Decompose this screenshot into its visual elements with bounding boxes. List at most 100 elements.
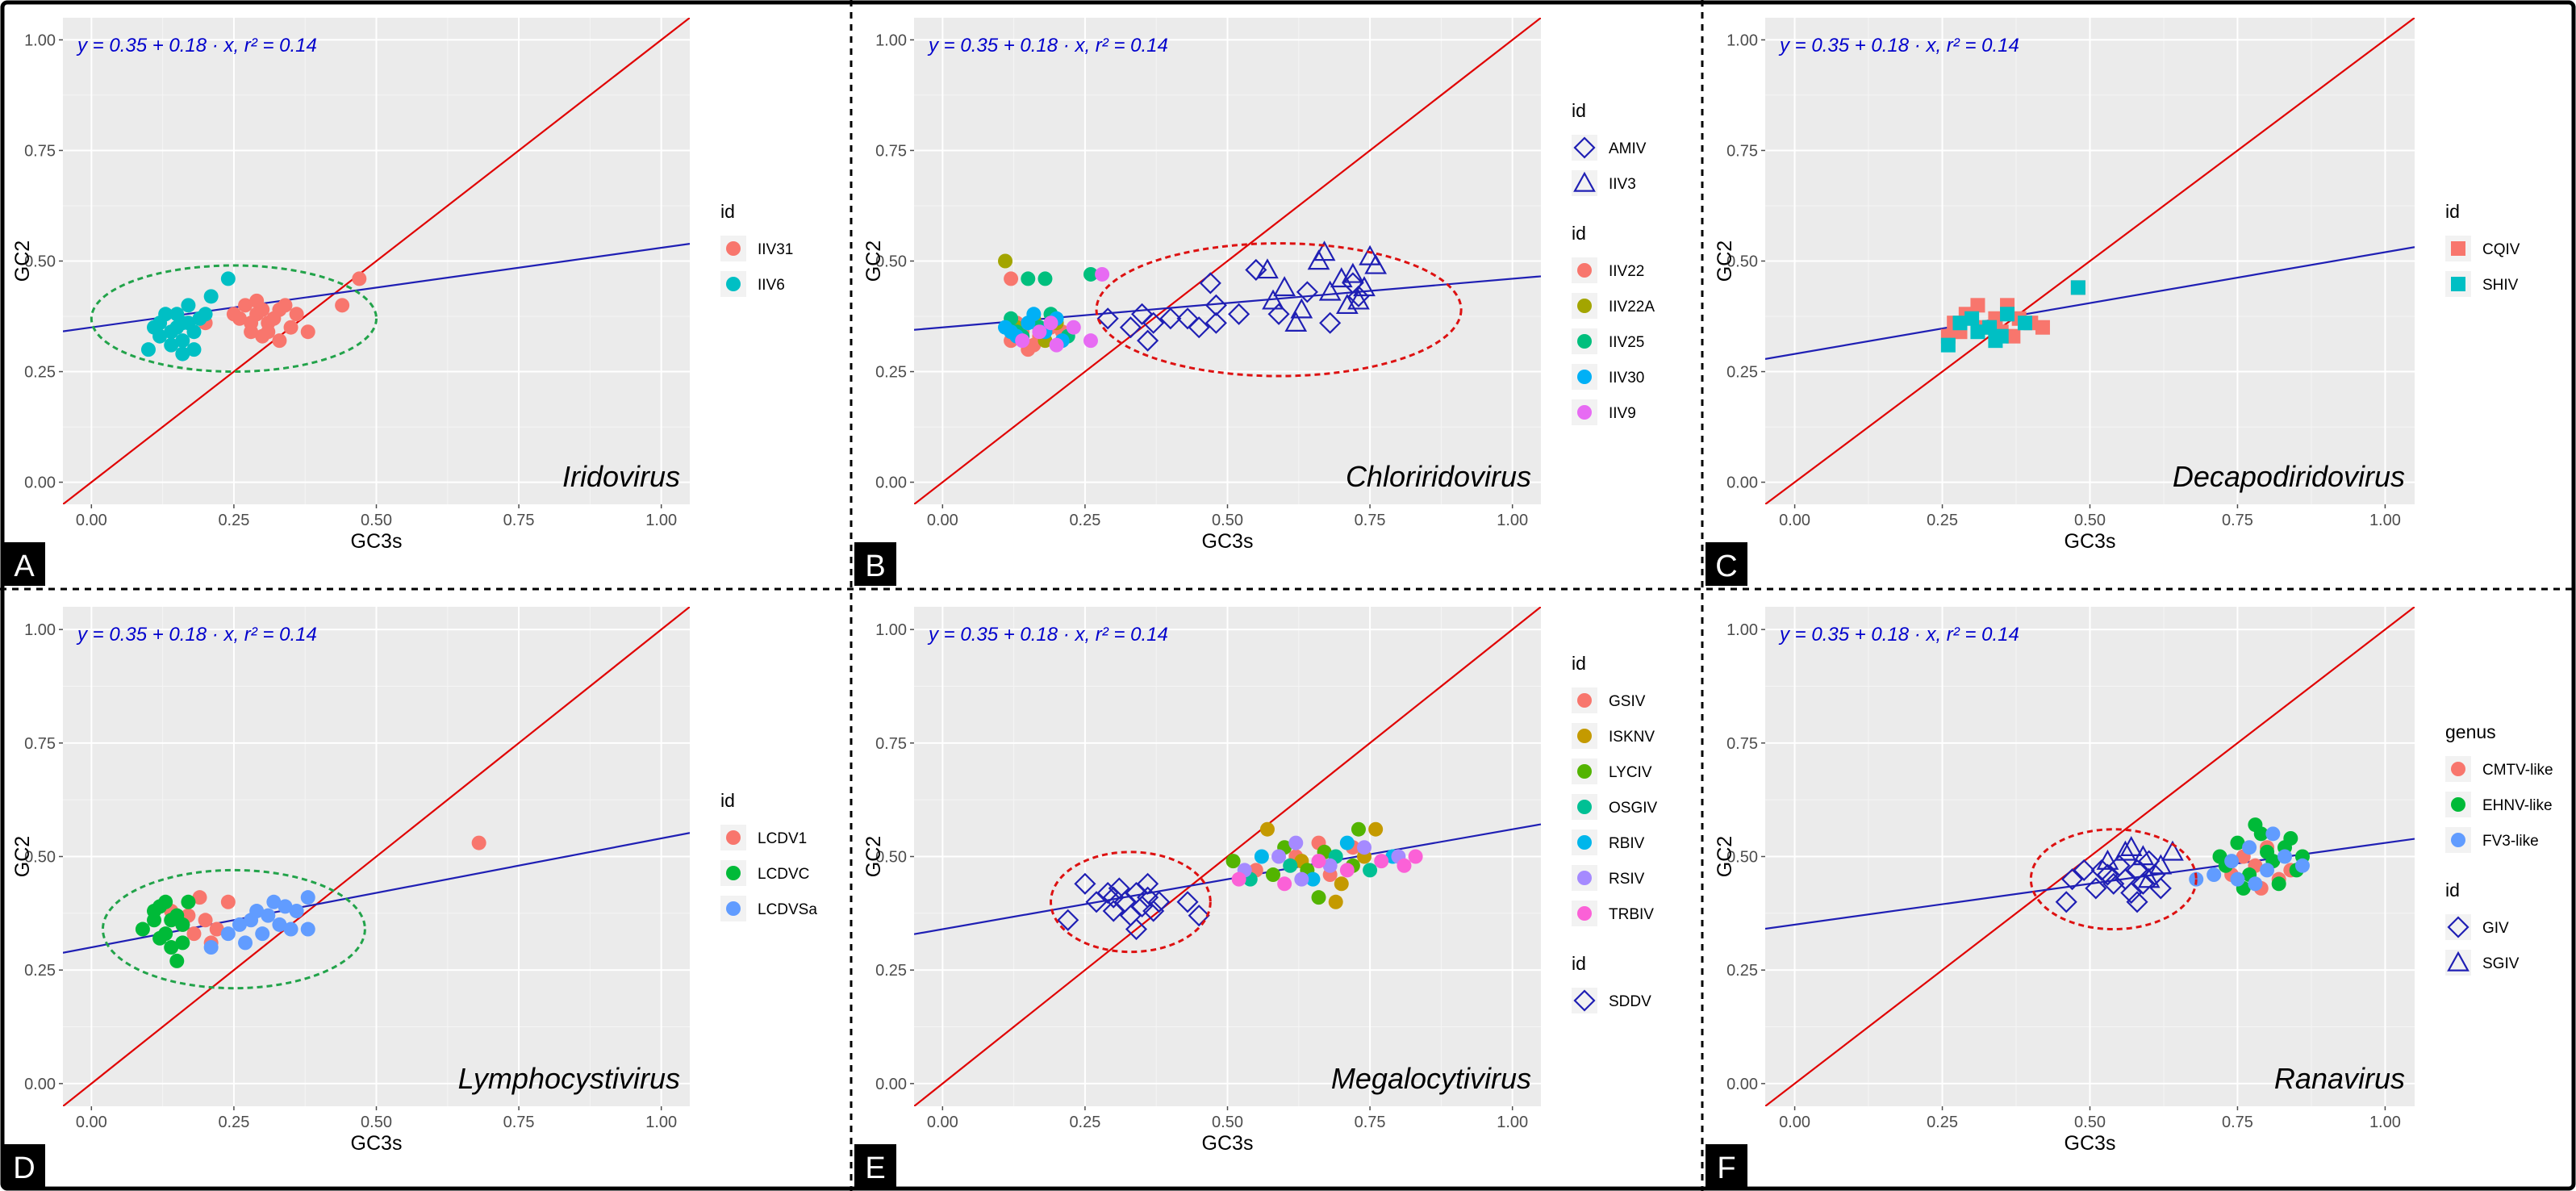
y-tick-label: 0.75 [1726,142,1758,160]
regression-equation: y = 0.35 + 0.18 · x, r² = 0.14 [1778,35,2019,56]
point-trbiv [1397,858,1412,873]
legend-label: GSIV [1609,693,1646,710]
legend-title: id [720,201,735,222]
legend-1: id AMIV IIV3 [1572,100,1647,196]
y-tick-label: 0.25 [24,962,56,980]
point-lcdvc [152,930,168,946]
point-iiv25 [1083,266,1098,282]
point-giv [2060,868,2084,891]
point-lyciv [1266,867,1281,883]
panel-letter: A [14,550,35,583]
x-axis-title: GC3s [1202,530,1254,553]
point-ehnv-like [2230,835,2245,850]
point-iiv6 [175,316,190,331]
legend-marker [1577,693,1592,708]
x-tick-label: 1.00 [1497,512,1528,529]
point-iiv31 [238,298,253,313]
point-cqiv [1970,298,1985,313]
point-shiv [2018,316,2032,331]
point-iiv31 [289,307,304,322]
y-tick-label: 0.00 [1726,474,1758,492]
point-sddv [1125,917,1148,941]
x-axis-title: GC3s [1202,1132,1254,1155]
point-sddv [1074,872,1096,895]
legend-label: LCDVC [758,866,809,883]
y-tick-label: 0.25 [875,962,907,980]
legend-marker [726,830,741,845]
legend-1: genus CMTV-like EHNV-like FV3-like [2445,721,2553,853]
point-amiv [1204,311,1227,334]
legend-title: id [1572,653,1586,674]
point-amiv [1347,285,1370,307]
point-amiv [1159,307,1182,330]
point-shiv [2000,307,2015,322]
data-points [1057,821,1423,941]
point-sddv [1057,909,1079,931]
legend-marker [1577,871,1592,885]
point-iiv9 [1049,337,1064,353]
point-lcdvc [175,935,190,951]
panel-b: 0.00 0.25 0.50 0.75 1.00 0.00 0.25 0.50 0.75 1.00… [854,18,1655,586]
y-tick-label: 1.00 [875,621,907,639]
y-axis-title: GC2 [862,836,885,877]
point-iiv30 [1004,324,1019,340]
point-cqiv [2006,328,2021,344]
point-iiv9 [1015,333,1030,349]
legend-label: IIV6 [758,277,785,294]
legend-label: GIV [2482,920,2509,937]
point-sgiv [2161,840,2184,861]
regression-equation: y = 0.35 + 0.18 · x, r² = 0.14 [76,35,317,56]
point-fv3-like [2277,849,2292,864]
legend-label: EHNV-like [2482,797,2553,814]
point-iiv3 [1256,258,1279,279]
point-lcdv1 [198,913,213,928]
legend-marker [1577,299,1592,313]
point-iiv31 [300,324,315,340]
point-lcdvsa [283,921,299,937]
point-trbiv [1374,854,1389,869]
panel-letter: D [13,1151,35,1185]
point-amiv [1137,329,1159,352]
point-isknv [1259,821,1275,837]
point-amiv [1096,307,1119,330]
point-amiv [1228,303,1250,325]
regression-equation: y = 0.35 + 0.18 · x, r² = 0.14 [927,35,1168,56]
panel-letter: E [865,1151,885,1185]
y-tick-label: 0.25 [1726,962,1758,980]
point-sgiv [2149,854,2173,875]
point-lcdv1 [471,835,486,850]
point-shiv [1964,311,1980,326]
point-iiv6 [175,333,190,349]
cluster-ellipse [1050,850,1212,954]
point-sddv [1176,891,1199,913]
point-shiv [1982,320,1998,335]
x-tick-label: 0.50 [2074,512,2106,529]
y-tick-label: 0.50 [24,849,56,867]
point-osgiv [1283,858,1298,873]
x-tick-label: 0.50 [361,512,392,529]
point-shiv [1970,324,1985,340]
point-giv [2073,859,2095,881]
legend-marker [1573,136,1596,159]
point-osgiv [1363,863,1378,878]
panel-letter-box [3,542,45,586]
x-tick-label: 0.50 [361,1114,392,1131]
x-tick-label: 0.25 [1927,512,1958,529]
point-iiv6 [164,337,179,353]
panel-letter: C [1715,550,1737,583]
data-points [140,271,367,361]
point-shiv [1952,316,1968,331]
regression-line [914,823,1541,935]
point-sddv [1102,886,1125,909]
y-tick-label: 0.50 [1726,849,1758,867]
point-iiv3 [1284,311,1308,332]
point-amiv [1204,294,1227,316]
x-tick-label: 0.00 [927,512,958,529]
x-tick-label: 0.25 [218,1114,249,1131]
legend-marker [1577,405,1592,420]
point-giv [2096,863,2119,886]
point-iiv6 [181,298,196,313]
legend-label: SDDV [1609,993,1651,1010]
point-rsiv [1294,871,1309,887]
x-tick-label: 0.50 [2074,1114,2106,1131]
